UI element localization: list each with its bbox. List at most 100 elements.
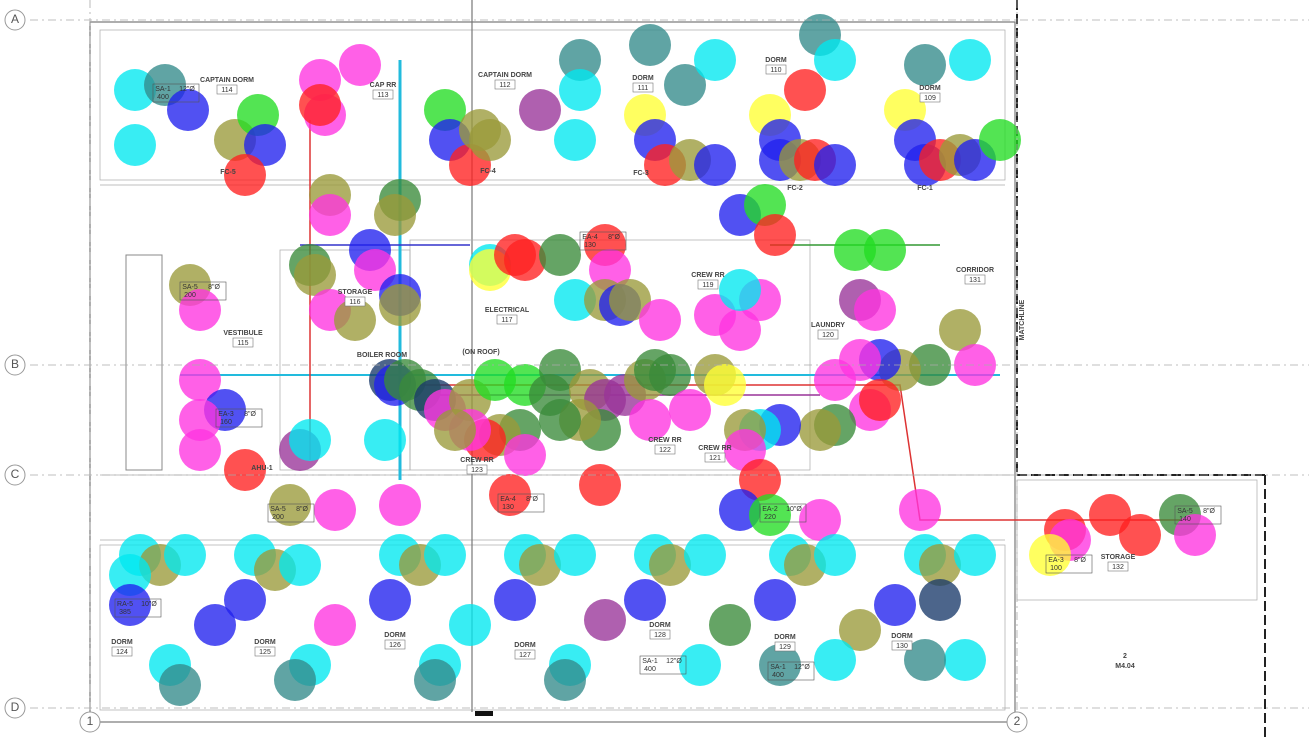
overlay-circle [494, 579, 536, 621]
overlay-circle [669, 389, 711, 431]
room-number-box [496, 314, 518, 325]
room-name: CREW RR [691, 272, 724, 279]
overlay-circle [854, 289, 896, 331]
room-number-box [649, 629, 671, 640]
overlay-circle [559, 69, 601, 111]
label: BOILER ROOM [357, 352, 407, 359]
label: FC-2 [787, 185, 803, 192]
label: FC-4 [480, 168, 496, 175]
room-name: DORM [254, 639, 276, 646]
overlay-circle [164, 534, 206, 576]
overlay-circle [949, 39, 991, 81]
room-number-box [817, 329, 839, 340]
tag-label: SA-1 [642, 658, 658, 665]
overlay-circle [649, 544, 691, 586]
room-number-box [891, 640, 913, 651]
tag-box [767, 661, 815, 681]
overlay-circle [364, 419, 406, 461]
overlay-circle [424, 534, 466, 576]
tag-label: EA-4 [500, 496, 516, 503]
overlay-circle [874, 584, 916, 626]
room-name: STORAGE [1101, 554, 1136, 561]
tag-box [179, 281, 227, 301]
room-name: LAUNDRY [811, 322, 845, 329]
tag-size: 8"Ø [1203, 508, 1215, 515]
overlay-circle [979, 119, 1021, 161]
overlay-circle [694, 39, 736, 81]
room-number-box [494, 79, 516, 90]
overlay-circle [519, 89, 561, 131]
overlay-circle [289, 419, 331, 461]
room-name: CAPTAIN DORM [478, 72, 532, 79]
room-number: 112 [499, 82, 510, 89]
room-number: 122 [659, 447, 671, 454]
room-name: DORM [649, 622, 671, 629]
tag-size: 8"Ø [244, 411, 256, 418]
tag-size: 8"Ø [526, 496, 538, 503]
overlay-circle [754, 214, 796, 256]
room-name: DORM [632, 75, 654, 82]
grid-label: B [11, 357, 19, 371]
overlay-circle [864, 229, 906, 271]
grid-bubble [79, 711, 101, 733]
label: MATCHLINE [1019, 299, 1026, 340]
room-name: STORAGE [338, 289, 373, 296]
tag-cfm: 220 [764, 514, 776, 521]
label: M4.04 [1115, 663, 1135, 670]
overlay-circle [539, 399, 581, 441]
room-number-box [384, 639, 406, 650]
overlay-circle [434, 409, 476, 451]
label: 2 [1123, 653, 1127, 660]
room-number: 119 [702, 282, 713, 289]
tag-label: SA-1 [155, 86, 171, 93]
tag-label: EA-3 [218, 411, 234, 418]
overlay-circle [609, 279, 651, 321]
overlay-circle [504, 239, 546, 281]
overlay-circle [179, 399, 221, 441]
room-name: CREW RR [698, 445, 731, 452]
overlay-circle [904, 44, 946, 86]
overlay-circle [379, 284, 421, 326]
overlay-circle [684, 534, 726, 576]
tag-size: 12"Ø [666, 658, 682, 665]
overlay-circle [369, 579, 411, 621]
overlay-circle [179, 429, 221, 471]
grid-label: A [11, 12, 19, 26]
overlay-circle [954, 534, 996, 576]
room-name: CAPTAIN DORM [200, 77, 254, 84]
room-name: CAP RR [370, 82, 397, 89]
room-number: 120 [822, 332, 834, 339]
tag-cfm: 200 [272, 514, 284, 521]
overlay-circle [584, 599, 626, 641]
room-number: 121 [709, 455, 721, 462]
room-number-box [466, 464, 488, 475]
tag-label: SA-5 [270, 506, 286, 513]
tag-cfm: 200 [184, 292, 196, 299]
overlay-circle [1119, 514, 1161, 556]
overlay-circle [339, 44, 381, 86]
tag-size: 8"Ø [208, 284, 220, 291]
overlay-circle [244, 124, 286, 166]
tag-box [639, 655, 687, 675]
room-number: 131 [969, 277, 981, 284]
overlay-circle [629, 24, 671, 66]
tag-label: EA-3 [1048, 557, 1064, 564]
label: AHU-1 [251, 465, 272, 472]
overlay-circle [1089, 494, 1131, 536]
overlay-circle [109, 584, 151, 626]
overlay-circle [279, 544, 321, 586]
room-number: 111 [638, 85, 649, 92]
room-number-box [111, 646, 133, 657]
overlay-circle [759, 644, 801, 686]
room-number: 125 [259, 649, 271, 656]
overlay-circle [519, 544, 561, 586]
overlay-circle [299, 84, 341, 126]
overlay-circle [224, 579, 266, 621]
overlay-circle [649, 354, 691, 396]
overlay-circle [679, 644, 721, 686]
overlay-circle [449, 604, 491, 646]
tag-cfm: 400 [157, 94, 169, 101]
tag-size: 12"Ø [179, 86, 195, 93]
overlay-circle [749, 494, 791, 536]
